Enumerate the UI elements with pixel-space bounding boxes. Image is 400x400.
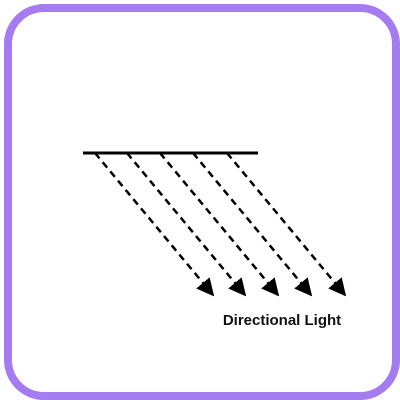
card-frame [4,4,400,400]
diagram-caption: Directional Light [223,312,341,329]
light-rays [94,152,347,297]
light-ray-arrow [94,152,215,297]
light-ray-arrow [192,152,313,297]
light-ray-arrow [126,152,247,297]
light-ray-arrow [226,152,347,297]
light-ray-arrow [159,152,280,297]
